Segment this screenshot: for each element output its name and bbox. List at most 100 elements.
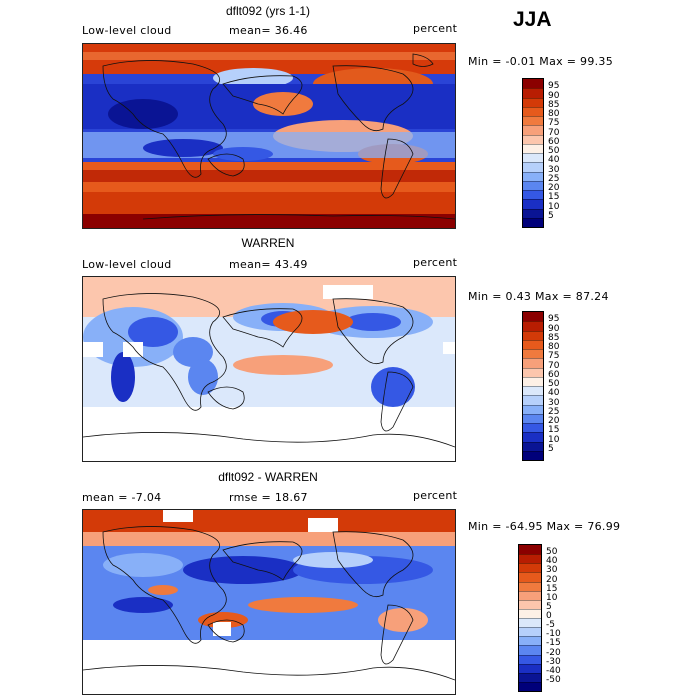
mean-label: mean = -7.04 — [82, 491, 162, 504]
colorbar-tick-label: 75 — [548, 351, 560, 362]
colorbar-cell — [519, 627, 541, 637]
colorbar-cell — [519, 581, 541, 591]
colorbar-cell — [523, 432, 543, 442]
colorbar-cell — [523, 88, 543, 98]
panel-title: dflt092 - WARREN — [218, 470, 318, 484]
colorbar-tick-label: 50 — [548, 146, 560, 156]
colorbar-cell — [523, 125, 543, 135]
colorbar-cell — [523, 330, 543, 340]
colorbar-cell — [519, 563, 541, 573]
colorbar-cell — [523, 312, 543, 322]
colorbar-tick-label: 60 — [548, 136, 560, 147]
colorbar-tick-label: 40 — [546, 556, 558, 567]
colorbar-tick-label: 15 — [546, 583, 558, 594]
colorbar-cell — [523, 153, 543, 163]
range-label: Min = 0.43 Max = 87.24 — [468, 290, 609, 303]
colorbar-tick-label: 40 — [548, 388, 560, 399]
variable-label: Low-level cloud — [82, 24, 172, 37]
mean-label: mean= 43.49 — [229, 258, 308, 271]
colorbar-cell — [519, 654, 541, 664]
colorbar-cell — [523, 171, 543, 181]
colorbar-tick-label: 30 — [548, 397, 560, 408]
colorbar-tick-label: 20 — [546, 574, 558, 585]
colorbar-cell — [519, 663, 541, 673]
colorbar-cell — [523, 395, 543, 405]
colorbar-cell — [523, 180, 543, 190]
colorbar-tick-label: 90 — [548, 90, 560, 101]
colorbar-tick-label: 85 — [548, 332, 560, 343]
colorbar-cell — [523, 413, 543, 423]
colorbar-cell — [523, 143, 543, 153]
units-label: percent — [413, 489, 458, 502]
colorbar-tick-label: 25 — [548, 406, 560, 417]
season-label: JJA — [513, 8, 552, 31]
colorbar-cell — [523, 116, 543, 126]
colorbar-cell — [523, 162, 543, 172]
colorbar — [522, 311, 544, 461]
colorbar-tick-label: 70 — [548, 127, 560, 138]
colorbar-tick-label: -15 — [546, 638, 561, 649]
colorbar-cell — [519, 618, 541, 628]
colorbar-cell — [523, 79, 543, 89]
colorbar-cell — [519, 636, 541, 646]
colorbar-tick-label: 20 — [548, 416, 560, 426]
map-graphic — [83, 510, 455, 694]
panel-title: WARREN — [241, 236, 295, 250]
colorbar-cell — [523, 423, 543, 433]
colorbar-tick-label: 75 — [548, 118, 560, 129]
colorbar-tick-label: 10 — [546, 592, 558, 603]
units-label: percent — [413, 256, 458, 269]
colorbar-cell — [523, 199, 543, 209]
colorbar — [518, 544, 542, 692]
colorbar-tick-label: 85 — [548, 99, 560, 110]
colorbar — [522, 78, 544, 228]
colorbar-tick-label: 30 — [548, 164, 560, 175]
colorbar-cell — [523, 404, 543, 414]
colorbar-tick-label: 80 — [548, 342, 560, 352]
colorbar-cell — [519, 554, 541, 564]
colorbar-cell — [519, 590, 541, 600]
colorbar-tick-label: 5 — [546, 601, 552, 612]
map-graphic — [83, 277, 455, 461]
colorbar-cell — [519, 545, 541, 555]
colorbar-cell — [523, 376, 543, 386]
colorbar-tick-label: 20 — [548, 183, 560, 193]
colorbar-cell — [523, 367, 543, 377]
colorbar-cell — [519, 645, 541, 655]
colorbar-cell — [523, 339, 543, 349]
colorbar-cell — [519, 672, 541, 682]
colorbar-cell — [523, 358, 543, 368]
mean-label: mean= 36.46 — [229, 24, 308, 37]
colorbar-cell — [523, 321, 543, 331]
colorbar-tick-label: 95 — [548, 314, 560, 325]
colorbar-tick-label: -30 — [546, 656, 561, 667]
colorbar-tick-label: 0 — [546, 611, 552, 621]
colorbar-cell — [523, 134, 543, 144]
colorbar-tick-label: 5 — [548, 210, 554, 221]
colorbar-tick-label: -20 — [546, 647, 561, 658]
map-graphic — [83, 44, 455, 228]
colorbar-tick-label: 60 — [548, 369, 560, 380]
variable-label: Low-level cloud — [82, 258, 172, 271]
colorbar-tick-label: -50 — [546, 674, 561, 685]
colorbar-tick-label: -5 — [546, 620, 555, 631]
colorbar-tick-label: 10 — [548, 434, 560, 445]
colorbar-cell — [523, 386, 543, 396]
colorbar-tick-label: 15 — [548, 192, 560, 203]
colorbar-tick-label: 95 — [548, 81, 560, 92]
units-label: percent — [413, 22, 458, 35]
colorbar-tick-label: 50 — [548, 379, 560, 389]
cloud-map-observations — [82, 276, 456, 462]
colorbar-tick-label: 25 — [548, 173, 560, 184]
range-label: Min = -0.01 Max = 99.35 — [468, 55, 614, 68]
colorbar-tick-label: 10 — [548, 201, 560, 212]
colorbar-cell — [519, 572, 541, 582]
colorbar-cell — [523, 106, 543, 116]
colorbar-tick-label: -40 — [546, 665, 561, 676]
colorbar-cell — [523, 190, 543, 200]
colorbar-cell — [523, 208, 543, 218]
cloud-map-model — [82, 43, 456, 229]
colorbar-cell — [523, 450, 543, 460]
colorbar-tick-label: 30 — [546, 565, 558, 576]
rmse-label: rmse = 18.67 — [229, 491, 308, 504]
